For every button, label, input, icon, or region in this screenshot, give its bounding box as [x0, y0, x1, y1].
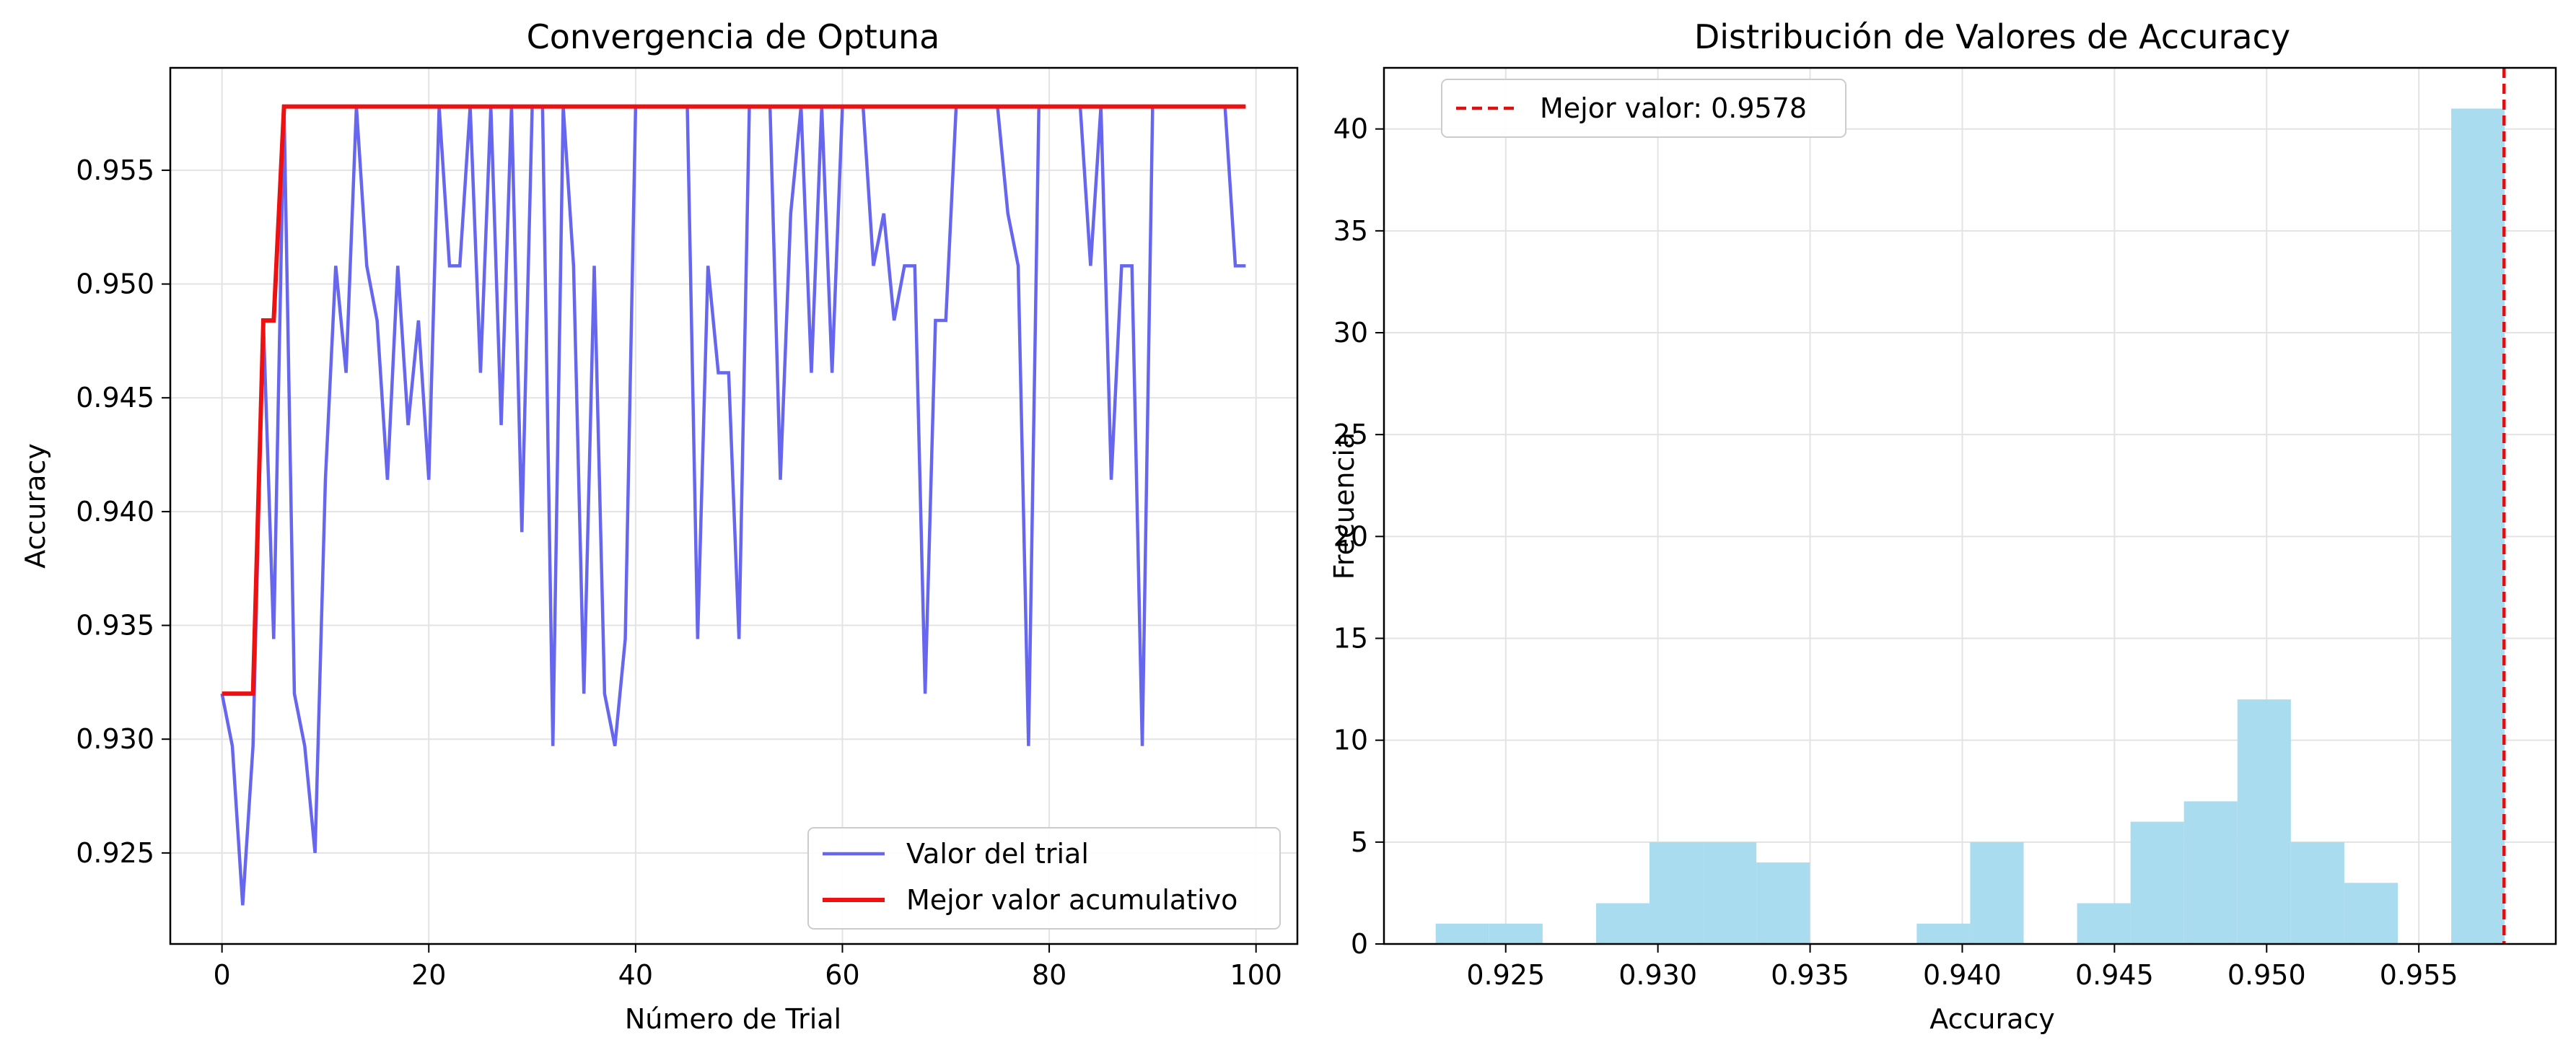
x-tick-label: 20 — [411, 959, 446, 991]
y-tick-label: 5 — [1351, 826, 1368, 858]
histogram-bar — [1489, 923, 1543, 944]
histogram-bar — [1649, 841, 1704, 944]
y-axis-label: Accuracy — [19, 443, 51, 569]
x-tick-label: 100 — [1230, 959, 1282, 991]
x-axis: 0.925 0.930 0.935 0.940 0.945 0.950 0.955 — [1466, 944, 2458, 991]
y-axis: 0.925 0.930 0.935 0.940 0.945 0.950 0.955 — [76, 154, 170, 869]
legend-box — [807, 827, 1281, 930]
y-tick-label: 30 — [1333, 317, 1368, 349]
legend-label-trial: Valor del trial — [906, 838, 1089, 870]
x-tick-label: 0.930 — [1618, 959, 1697, 991]
convergence-chart: Convergencia de Optuna 0 20 40 60 80 100 0.92… — [19, 17, 1299, 1035]
y-tick-label: 0.935 — [76, 610, 154, 642]
x-tick-label: 0.955 — [2380, 959, 2458, 991]
histogram-bar — [2451, 108, 2505, 945]
histogram-bar — [1595, 903, 1650, 944]
y-tick-label: 0.940 — [76, 496, 154, 528]
x-tick-label: 80 — [1032, 959, 1066, 991]
histogram-bar — [2077, 903, 2131, 944]
y-tick-label: 0.930 — [76, 723, 154, 755]
histogram-bar — [2237, 699, 2291, 944]
x-axis-label: Accuracy — [1929, 1003, 2055, 1035]
x-axis-label: Número de Trial — [625, 1003, 841, 1035]
histogram-bar — [2130, 821, 2184, 944]
plot-area — [220, 104, 1246, 906]
chart-title: Convergencia de Optuna — [527, 17, 940, 56]
histogram-bar — [1435, 923, 1489, 944]
series-line-trial — [220, 105, 1246, 906]
y-tick-label: 25 — [1333, 419, 1368, 450]
y-tick-label: 0 — [1351, 928, 1368, 960]
y-tick-label: 35 — [1333, 215, 1368, 247]
x-tick-label: 0.950 — [2227, 959, 2306, 991]
grid — [1384, 68, 2556, 945]
histogram-bar — [2290, 841, 2344, 944]
plot-area — [1435, 68, 2506, 945]
x-tick-label: 0.940 — [1923, 959, 2002, 991]
legend: Mejor valor: 0.9578 — [1441, 79, 1846, 138]
y-tick-label: 15 — [1333, 623, 1368, 655]
x-tick-label: 0.945 — [2075, 959, 2154, 991]
x-tick-label: 0 — [214, 959, 231, 991]
x-tick-label: 60 — [825, 959, 859, 991]
chart-title: Distribución de Valores de Accuracy — [1694, 17, 2290, 56]
histogram-bar — [2183, 801, 2238, 944]
y-axis: 0 5 10 15 20 25 30 35 40 — [1333, 113, 1384, 960]
histogram-bar — [1970, 841, 2024, 944]
x-tick-label: 0.935 — [1771, 959, 1849, 991]
x-axis: 0 20 40 60 80 100 — [214, 944, 1282, 991]
legend: Valor del trial Mejor valor acumulativo — [807, 827, 1281, 930]
histogram-bar — [2344, 883, 2398, 944]
series-line-best — [222, 104, 1246, 696]
y-tick-label: 10 — [1333, 725, 1368, 756]
histogram-bar — [1916, 923, 1971, 944]
y-tick-label: 0.955 — [76, 154, 154, 186]
legend-label-best: Mejor valor acumulativo — [906, 884, 1237, 916]
y-axis-label: Frecuencia — [1328, 432, 1360, 580]
y-tick-label: 0.945 — [76, 382, 154, 414]
histogram-chart: Distribución de Valores de Accuracy 0.92… — [1328, 17, 2557, 1035]
grid — [170, 68, 1297, 944]
histogram-bar — [1756, 862, 1810, 944]
axes-frame — [169, 66, 1299, 945]
legend-label-best: Mejor valor: 0.9578 — [1540, 92, 1807, 124]
axes-frame — [1383, 66, 2557, 945]
legend-box — [1441, 79, 1846, 138]
x-tick-label: 40 — [618, 959, 653, 991]
y-tick-label: 0.950 — [76, 268, 154, 300]
histogram-bar — [1703, 841, 1757, 944]
y-tick-label: 40 — [1333, 113, 1368, 145]
x-tick-label: 0.925 — [1466, 959, 1545, 991]
y-tick-label: 20 — [1333, 520, 1368, 552]
y-tick-label: 0.925 — [76, 837, 154, 869]
